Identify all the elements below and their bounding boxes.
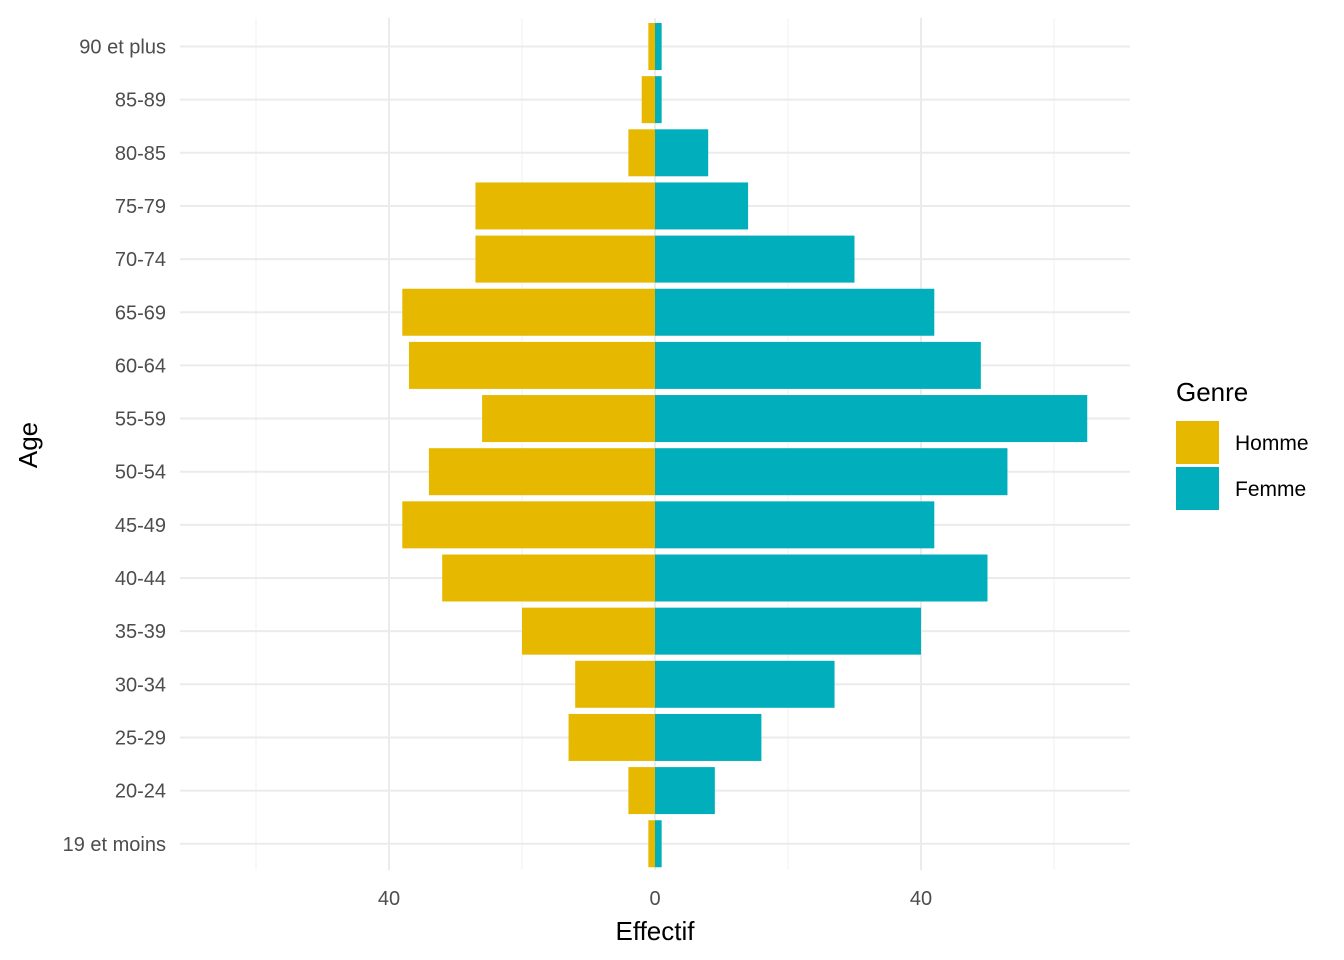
bar-femme-75-79 — [655, 182, 749, 230]
bar-femme-40-44 — [655, 554, 988, 602]
legend-key-homme — [1176, 421, 1219, 464]
bar-homme-45-49 — [402, 501, 655, 549]
legend-label-homme: Homme — [1235, 432, 1309, 455]
bar-homme-85-89 — [641, 76, 655, 124]
y-tick-label: 19 et moins — [63, 834, 166, 856]
y-tick-label: 65-69 — [115, 302, 166, 324]
bar-homme-25-29 — [568, 713, 655, 761]
bar-homme-50-54 — [428, 448, 655, 496]
bar-homme-80-85 — [628, 129, 655, 177]
y-tick-label: 85-89 — [115, 90, 166, 112]
y-tick-label: 40-44 — [115, 568, 166, 590]
bar-femme-20-24 — [655, 767, 715, 815]
x-axis-title: Effectif — [615, 916, 695, 946]
y-tick-label: 45-49 — [115, 515, 166, 537]
bar-femme-55-59 — [655, 395, 1088, 443]
y-tick-label: 35-39 — [115, 621, 166, 643]
legend-items: Homme Femme — [1176, 421, 1309, 510]
bar-homme-60-64 — [408, 341, 655, 389]
bar-femme-70-74 — [655, 235, 855, 283]
y-axis-title: Age — [13, 422, 43, 468]
legend-label-femme: Femme — [1235, 478, 1306, 501]
bar-homme-55-59 — [482, 395, 655, 443]
legend-key-femme — [1176, 467, 1219, 510]
bar-femme-45-49 — [655, 501, 935, 549]
bar-femme-19-et-moins — [655, 820, 662, 868]
y-tick-label: 60-64 — [115, 355, 166, 377]
y-tick-label: 90 et plus — [79, 37, 166, 59]
bar-homme-90-et-plus — [648, 23, 655, 70]
y-tick-label: 20-24 — [115, 781, 166, 803]
y-tick-label: 55-59 — [115, 409, 166, 431]
bar-femme-80-85 — [655, 129, 709, 177]
bar-homme-70-74 — [475, 235, 655, 283]
bar-femme-65-69 — [655, 288, 935, 336]
bars — [402, 23, 1088, 868]
y-tick-label: 80-85 — [115, 143, 166, 165]
x-tick-label: 40 — [910, 888, 932, 910]
bar-femme-85-89 — [655, 76, 662, 124]
y-tick-label: 50-54 — [115, 462, 166, 484]
bar-homme-20-24 — [628, 767, 655, 815]
y-tick-label: 75-79 — [115, 196, 166, 218]
x-tick-label: 0 — [649, 888, 660, 910]
bar-femme-50-54 — [655, 448, 1008, 496]
bar-femme-35-39 — [655, 607, 921, 655]
legend: Genre Homme Femme — [1176, 377, 1309, 510]
bar-homme-40-44 — [442, 554, 655, 602]
bar-femme-60-64 — [655, 341, 981, 389]
bar-homme-30-34 — [575, 660, 655, 708]
y-tick-labels: 19 et moins 20-24 25-29 30-34 35-39 40-44 45-4… — [63, 37, 166, 856]
bar-homme-35-39 — [522, 607, 655, 655]
legend-title: Genre — [1176, 377, 1248, 407]
bar-femme-25-29 — [655, 713, 762, 761]
bar-homme-65-69 — [402, 288, 655, 336]
y-tick-label: 25-29 — [115, 727, 166, 749]
x-tick-labels: 40 0 40 — [378, 888, 932, 910]
x-tick-label: 40 — [378, 888, 400, 910]
bar-homme-75-79 — [475, 182, 655, 230]
bar-femme-90-et-plus — [655, 23, 662, 70]
bar-homme-19-et-moins — [648, 820, 655, 868]
y-tick-label: 70-74 — [115, 249, 166, 271]
y-tick-label: 30-34 — [115, 674, 166, 696]
bar-femme-30-34 — [655, 660, 835, 708]
